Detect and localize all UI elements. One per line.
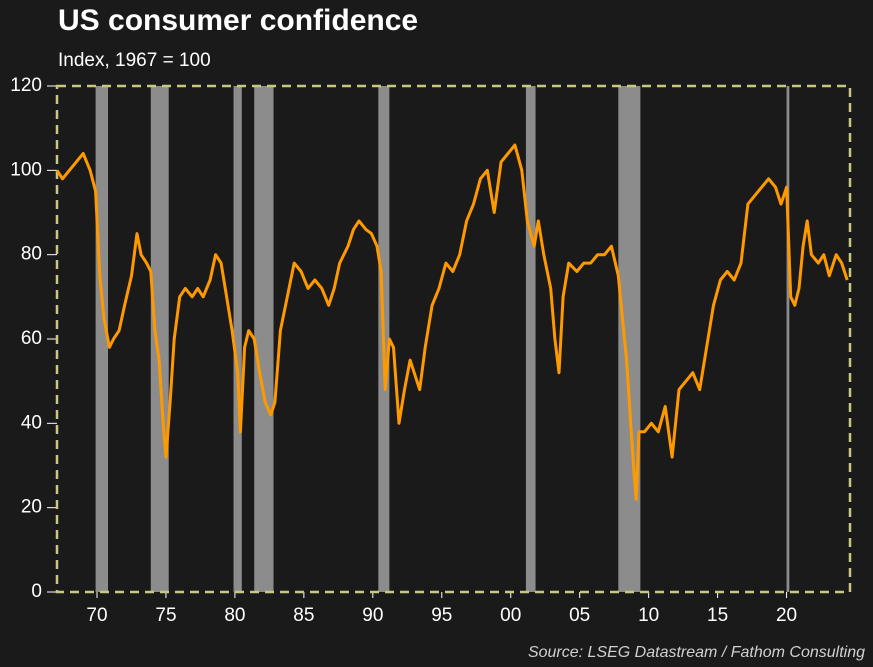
recession-band [618, 86, 641, 592]
y-tick-label: 120 [10, 75, 42, 96]
plot-area: 0 20 40 60 80 100 120 70 75 80 85 90 95 00 05 10 15 20 [10, 75, 852, 626]
y-tick-label: 40 [21, 412, 42, 433]
recession-band [150, 86, 169, 592]
x-tick-label: 00 [500, 605, 521, 626]
x-tick-label: 85 [293, 605, 314, 626]
x-tick-label: 05 [569, 605, 590, 626]
x-tick-label: 70 [86, 605, 107, 626]
x-tick-label: 10 [638, 605, 659, 626]
plot-frame [55, 84, 852, 594]
y-tick-label: 20 [21, 497, 42, 518]
recession-band [786, 86, 790, 592]
x-tick-label: 75 [155, 605, 176, 626]
recession-band [254, 86, 274, 592]
y-tick-label: 60 [21, 328, 42, 349]
x-tick-label: 80 [224, 605, 245, 626]
source: Source: LSEG Datastream / Fathom Consult… [528, 644, 865, 661]
y-tick-label: 80 [21, 244, 42, 265]
x-tick-label: 20 [776, 605, 797, 626]
recession-band [233, 86, 242, 592]
x-tick-label: 90 [362, 605, 383, 626]
recession-band [95, 86, 109, 592]
data-line [55, 143, 849, 501]
y-tick-label: 100 [10, 159, 42, 180]
chart-subtitle: Index, 1967 = 100 [58, 50, 211, 71]
chart-title: US consumer confidence [58, 4, 418, 37]
recession-band [525, 86, 536, 592]
y-tick-label: 0 [31, 581, 42, 602]
x-tick-label: 95 [431, 605, 452, 626]
x-tick-label: 15 [707, 605, 728, 626]
